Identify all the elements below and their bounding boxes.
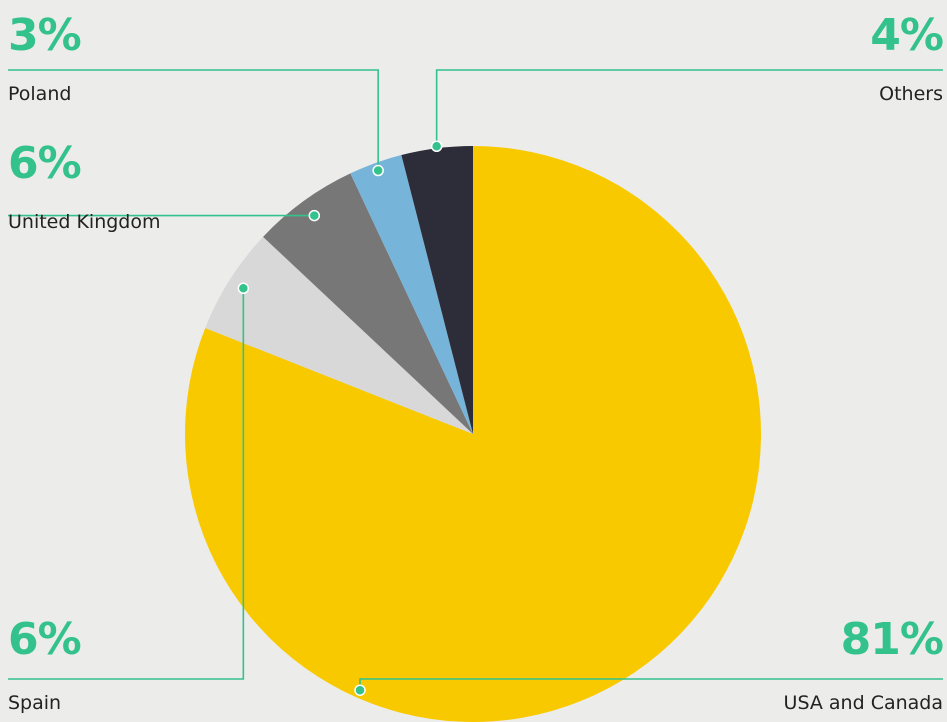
pie-slice-spain — [205, 236, 473, 434]
leader-dot-others — [430, 140, 443, 153]
leader-dot-usa-canada — [354, 684, 366, 696]
leader-dot-uk — [308, 209, 321, 222]
leader-line-spain — [8, 288, 245, 680]
leader-line-others — [435, 69, 943, 147]
usa-canada-category-label: USA and Canada — [783, 692, 943, 714]
uk-percent-label: 6% — [8, 138, 82, 189]
pie-slices — [184, 146, 761, 722]
leader-dot-spain — [237, 282, 250, 295]
spain-percent-label: 6% — [8, 614, 82, 665]
leader-lines — [8, 69, 943, 696]
uk-category-label: United Kingdom — [8, 211, 161, 233]
others-percent-label: 4% — [870, 10, 944, 61]
pie-slice-others — [401, 146, 473, 434]
poland-percent-label: 3% — [8, 10, 82, 61]
pie-slice-poland — [350, 155, 473, 435]
pie-slice-usa-canada — [184, 146, 761, 722]
pie-slice-uk — [263, 173, 473, 435]
others-category-label: Others — [879, 83, 943, 105]
poland-category-label: Poland — [8, 83, 72, 105]
leader-dot-poland — [372, 164, 384, 177]
leader-line-poland — [8, 69, 379, 171]
spain-category-label: Spain — [8, 692, 62, 714]
usa-canada-percent-label: 81% — [840, 614, 944, 665]
